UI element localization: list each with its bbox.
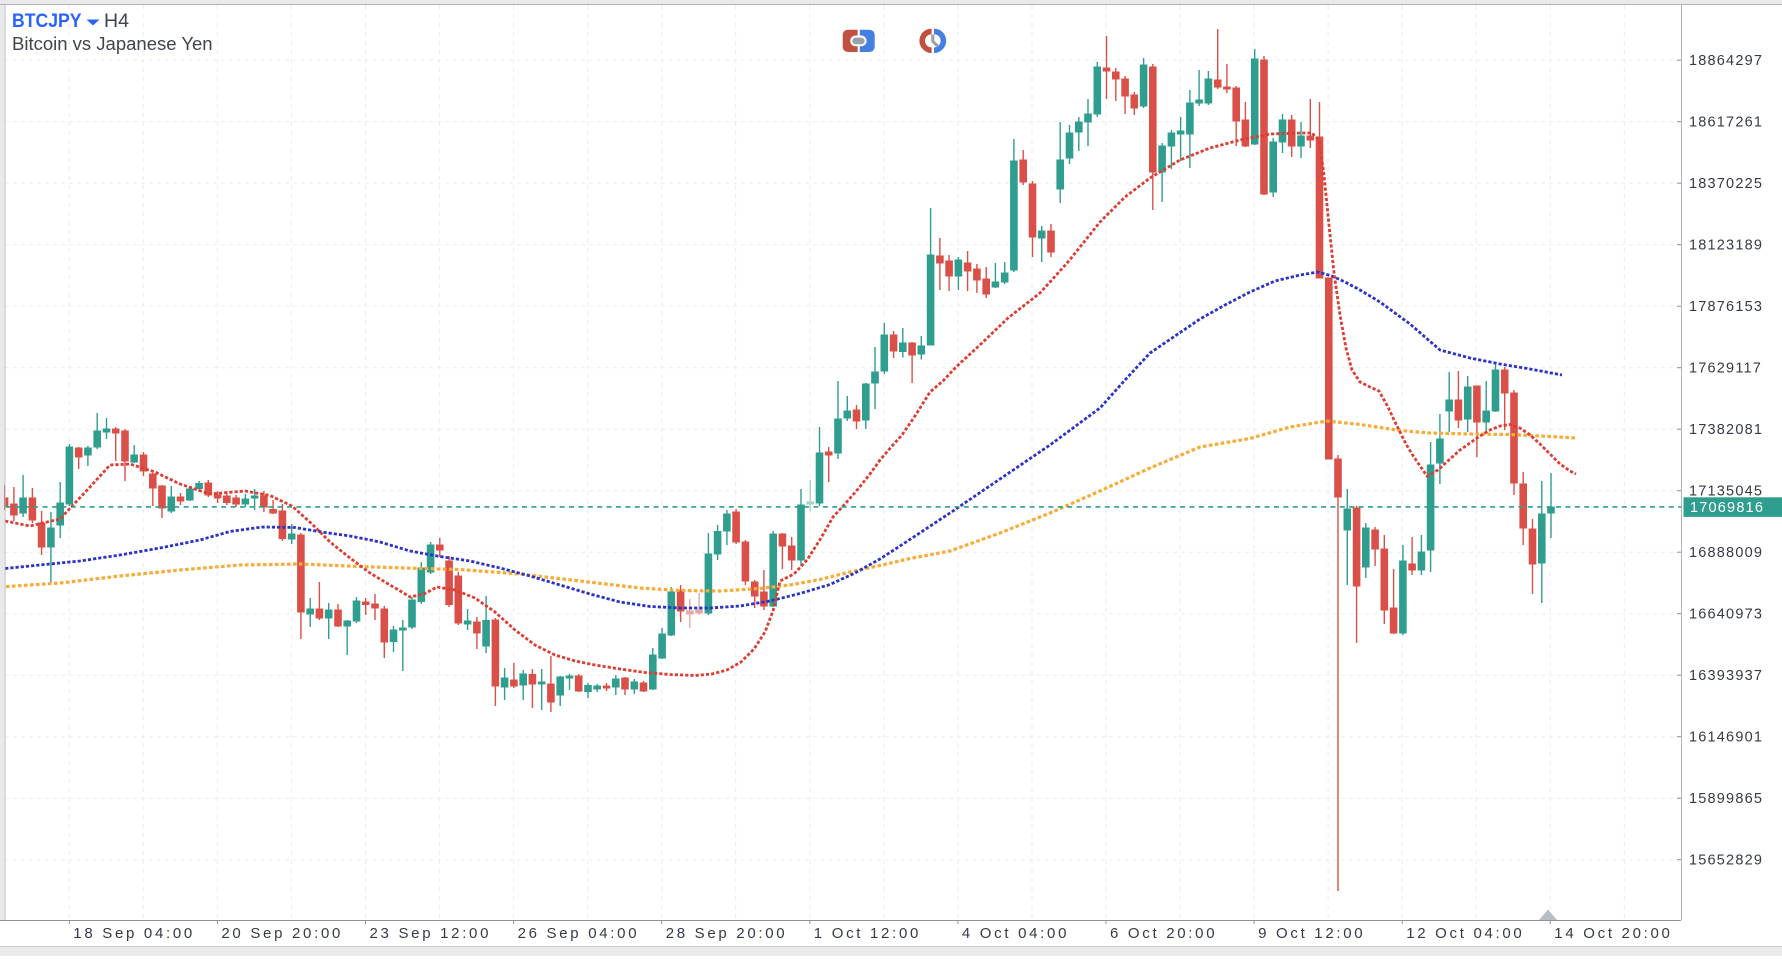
svg-text:Bitcoin vs Japanese Yen: Bitcoin vs Japanese Yen: [12, 33, 213, 54]
svg-text:17876153: 17876153: [1689, 299, 1763, 315]
svg-text:18617261: 18617261: [1689, 115, 1763, 131]
svg-text:16146901: 16146901: [1689, 730, 1763, 746]
svg-text:18864297: 18864297: [1689, 53, 1763, 69]
svg-text:16393937: 16393937: [1689, 668, 1763, 684]
svg-text:4 Oct 04:00: 4 Oct 04:00: [962, 925, 1069, 942]
svg-text:BTCJPY: BTCJPY: [12, 10, 82, 32]
svg-text:1 Oct 12:00: 1 Oct 12:00: [814, 925, 921, 942]
svg-text:16640973: 16640973: [1689, 607, 1763, 623]
svg-text:17069816: 17069816: [1690, 500, 1764, 516]
svg-text:6 Oct 20:00: 6 Oct 20:00: [1110, 925, 1217, 942]
svg-text:18123189: 18123189: [1689, 238, 1763, 254]
svg-text:20 Sep 20:00: 20 Sep 20:00: [221, 925, 343, 942]
svg-text:16888009: 16888009: [1689, 545, 1763, 561]
svg-text:H4: H4: [104, 10, 129, 32]
svg-text:17629117: 17629117: [1689, 361, 1762, 377]
svg-text:23 Sep 12:00: 23 Sep 12:00: [370, 925, 492, 942]
svg-text:28 Sep 20:00: 28 Sep 20:00: [666, 925, 788, 942]
svg-text:14 Oct 20:00: 14 Oct 20:00: [1554, 925, 1672, 942]
svg-text:15899865: 15899865: [1689, 791, 1763, 807]
svg-text:18 Sep 04:00: 18 Sep 04:00: [73, 925, 195, 942]
svg-text:9 Oct 12:00: 9 Oct 12:00: [1258, 925, 1365, 942]
svg-text:15652829: 15652829: [1689, 853, 1763, 869]
svg-text:26 Sep 04:00: 26 Sep 04:00: [518, 925, 640, 942]
svg-text:18370225: 18370225: [1689, 176, 1763, 192]
svg-text:12 Oct 04:00: 12 Oct 04:00: [1406, 925, 1524, 942]
svg-text:17382081: 17382081: [1689, 422, 1763, 438]
